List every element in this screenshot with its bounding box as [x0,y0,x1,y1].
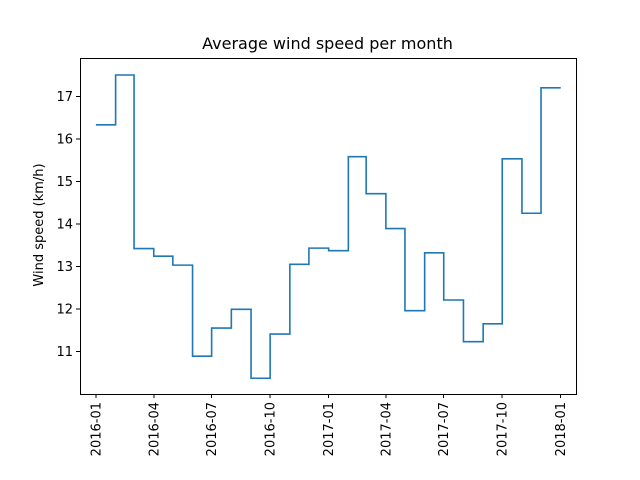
y-tick-label: 14 [56,217,73,232]
x-tick-label: 2016-10 [264,402,279,456]
x-tick-label: 2017-07 [437,402,452,456]
x-tick-label: 2016-01 [89,402,104,456]
y-axis-label: Wind speed (km/h) [32,163,47,286]
series-line-0 [95,74,561,380]
x-tick-label: 2016-07 [205,402,220,456]
x-tick-label: 2017-10 [496,402,511,456]
y-tick-label: 11 [56,345,73,360]
x-tick-label: 2016-04 [147,402,162,456]
x-axis-ticks: 2016-01 2016-04 2016-07 2016-10 2017-01 2017-… [89,394,569,456]
plot-frame [80,58,577,395]
plot-area [95,74,561,380]
y-tick-label: 15 [56,175,73,190]
x-tick-label: 2017-01 [322,402,337,456]
y-tick-label: 16 [56,132,73,147]
chart-title: Average wind speed per month [202,34,453,53]
y-axis-ticks: 11 12 13 14 15 16 17 [56,90,80,360]
y-tick-label: 12 [56,302,73,317]
y-tick-label: 13 [56,260,73,275]
x-tick-label: 2018-01 [554,402,569,456]
y-tick-label: 17 [56,90,73,105]
x-tick-label: 2017-04 [379,402,394,456]
